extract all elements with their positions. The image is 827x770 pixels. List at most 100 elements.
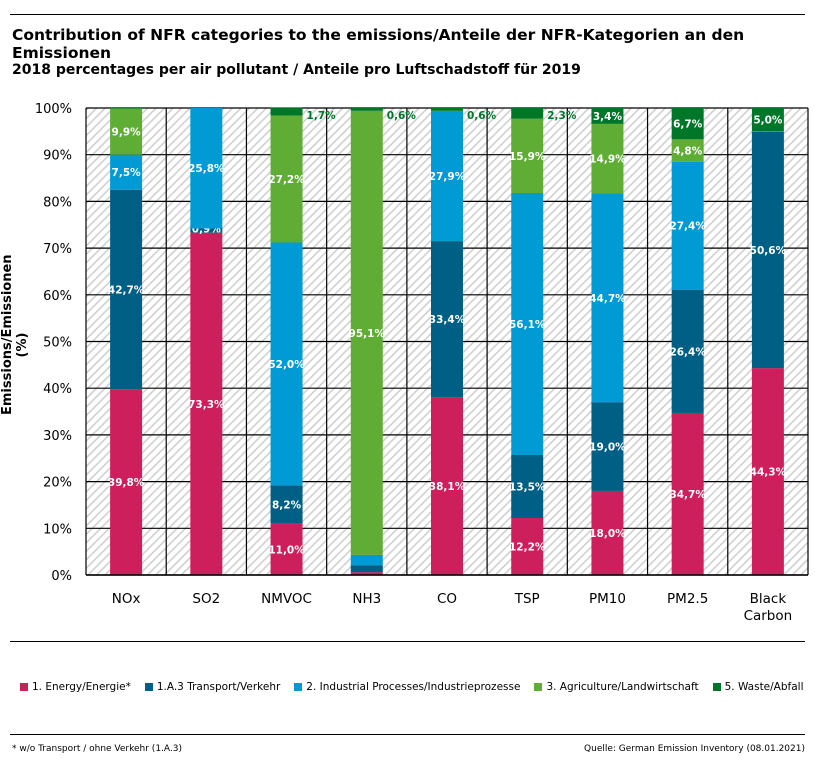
x-tick-label: PM10: [589, 591, 626, 607]
data-label: 50,6%: [750, 245, 787, 257]
bar-segment: [591, 193, 624, 403]
legend-label: 1. Energy/Energie*: [32, 681, 131, 693]
chart-title: Contribution of NFR categories to the em…: [12, 26, 745, 62]
bottom-rule: [10, 734, 805, 735]
y-tick-label: 100%: [35, 102, 72, 117]
bar-segment: [350, 108, 383, 111]
bar-segment: [110, 389, 143, 575]
bar-segment: [270, 107, 303, 116]
data-label: 26,4%: [669, 346, 706, 358]
bar-segment: [591, 490, 624, 575]
data-label: 25,8%: [188, 163, 225, 175]
legend: 1. Energy/Energie* 1.A.3 Transport/Verkeh…: [20, 681, 804, 693]
bar-segment: [511, 454, 544, 519]
data-label: 1,7%: [307, 110, 337, 122]
y-tick-label: 30%: [43, 429, 72, 444]
data-label: 12,2%: [509, 542, 546, 554]
data-label: 27,4%: [669, 221, 706, 233]
legend-label: 2. Industrial Processes/Industrieprozess…: [306, 681, 521, 693]
x-tick-label: NMVOC: [261, 591, 312, 607]
bar-segment: [511, 192, 544, 455]
y-tick-label: 90%: [43, 149, 72, 164]
bar-segment: [751, 368, 784, 575]
bar-segment: [671, 289, 704, 413]
data-label: 13,5%: [509, 482, 546, 494]
data-label: 5,0%: [753, 115, 783, 127]
data-label: 4,8%: [673, 145, 703, 157]
data-label: 9,9%: [112, 127, 142, 139]
bar-segment: [110, 189, 143, 390]
data-label: 0,6%: [467, 110, 497, 122]
y-tick-label: 10%: [43, 522, 72, 537]
y-tick-label: 80%: [43, 195, 72, 210]
data-label: 38,1%: [429, 481, 466, 493]
x-tick-label: NH3: [352, 591, 381, 607]
bar-segment: [431, 241, 463, 398]
bar-segment: [751, 131, 784, 369]
data-label: 14,9%: [589, 154, 626, 166]
bar-segment: [350, 110, 383, 555]
footnote: * w/o Transport / ohne Verkehr (1.A.3): [12, 744, 183, 754]
y-tick-label: 0%: [51, 569, 72, 584]
data-label: 11,0%: [268, 544, 305, 556]
legend-label: 3. Agriculture/Landwirtschaft: [546, 681, 699, 693]
data-label: 0,6%: [387, 110, 417, 122]
bar-segment: [190, 232, 223, 575]
data-label: 8,2%: [272, 499, 302, 511]
data-label: 15,9%: [509, 151, 546, 163]
bar-segment: [431, 108, 463, 111]
y-tick-label: 50%: [43, 336, 72, 351]
bar-segment: [110, 108, 143, 155]
legend-swatch: [20, 683, 28, 691]
top-rule: [10, 14, 805, 15]
data-label: 56,1%: [509, 319, 546, 331]
data-label: 18,0%: [589, 528, 626, 540]
plot-area: 0% 10% 20% 30% 40% 50% 60% 70% 80% 90% 100% NOx 39,8…: [35, 102, 809, 624]
bar-segment: [671, 139, 704, 162]
source-note: Quelle: German Emission Inventory (08.01…: [584, 744, 805, 754]
legend-swatch: [144, 683, 153, 691]
bar-segment: [270, 115, 303, 243]
bar-segment: [270, 242, 303, 486]
bar-segment: [190, 108, 223, 229]
data-label: 42,7%: [108, 284, 145, 296]
legend-item: 1.A.3 Transport/Verkehr: [144, 681, 281, 693]
legend-swatch: [712, 683, 721, 691]
bar-segment: [511, 118, 544, 193]
chart-subtitle: 2018 percentages per air pollutant / Ant…: [12, 62, 581, 78]
data-label: 3,4%: [593, 111, 623, 123]
data-label: 73,3%: [188, 399, 225, 411]
bar-segment: [190, 228, 223, 233]
data-label: 7,5%: [112, 167, 142, 179]
bar-segment: [350, 565, 383, 573]
data-label: 33,4%: [429, 314, 466, 326]
bar-segment: [591, 123, 624, 194]
data-label: 6,7%: [673, 119, 703, 131]
x-tick-label: PM2.5: [667, 591, 708, 607]
x-tick-label: NOx: [112, 591, 141, 607]
bar-segment: [350, 554, 383, 566]
y-tick-label: 40%: [43, 382, 72, 397]
data-label: 27,9%: [429, 171, 466, 183]
x-tick-label: SO2: [192, 591, 220, 607]
y-tick-label: 20%: [43, 476, 72, 491]
legend-item: 5. Waste/Abfall: [712, 681, 804, 693]
legend-item: 2. Industrial Processes/Industrieprozess…: [294, 681, 520, 693]
legend-label: 5. Waste/Abfall: [724, 681, 804, 693]
legend-label: 1.A.3 Transport/Verkehr: [156, 681, 281, 693]
data-label: 34,7%: [669, 489, 706, 501]
bar-segment: [270, 523, 303, 575]
data-label: 44,3%: [750, 467, 787, 479]
data-label: 2,3%: [547, 110, 577, 122]
legend-item: 3. Agriculture/Landwirtschaft: [534, 681, 699, 693]
x-tick-label: Black Carbon: [744, 591, 793, 624]
x-tick-label: TSP: [514, 591, 540, 607]
data-label: 52,0%: [268, 359, 305, 371]
data-label: 19,0%: [589, 442, 626, 454]
legend-swatch: [294, 683, 303, 691]
data-label: 27,2%: [268, 174, 305, 186]
data-label: 44,7%: [589, 293, 626, 305]
bar-segment: [591, 108, 624, 124]
bar-segment: [431, 397, 463, 575]
